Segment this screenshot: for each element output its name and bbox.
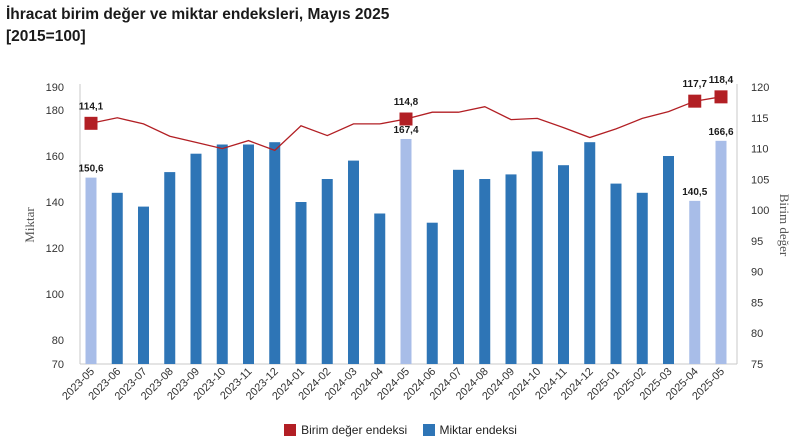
data-labels: 114,1 150,6 114,8 167,4 117,7 140,5 118,4 166,6 xyxy=(78,75,733,198)
left-tick-label: 80 xyxy=(52,335,64,347)
bar-2025-04[interactable] xyxy=(689,200,701,364)
data-label: 140,5 xyxy=(682,187,707,198)
bar-2025-01[interactable] xyxy=(610,183,622,364)
right-tick-label: 85 xyxy=(751,297,763,309)
bar-2024-02[interactable] xyxy=(321,179,333,364)
bar-2025-05[interactable] xyxy=(715,140,727,364)
bar-2024-06[interactable] xyxy=(426,222,438,364)
bar-2024-07[interactable] xyxy=(453,169,464,364)
legend-item-miktar[interactable]: Miktar endeksi xyxy=(422,422,517,437)
line-marker-2023-05[interactable] xyxy=(84,116,98,130)
data-label: 117,7 xyxy=(683,79,708,90)
bar-2024-01[interactable] xyxy=(295,202,307,364)
right-tick-label: 75 xyxy=(751,359,763,371)
left-tick-label: 120 xyxy=(46,243,64,255)
legend-item-birim-deger[interactable]: Birim değer endeksi xyxy=(284,423,407,437)
bar-2023-08[interactable] xyxy=(164,172,176,364)
bar-2023-11[interactable] xyxy=(243,144,254,365)
line-series xyxy=(84,90,728,152)
data-label: 167,4 xyxy=(393,125,418,136)
chart-axes: 70 80 100 120 140 160 180 190 75 80 85 90 95 100 105 11… xyxy=(22,82,792,371)
right-tick-label: 120 xyxy=(751,82,769,94)
data-label: 150,6 xyxy=(78,164,103,175)
bar-2023-09[interactable] xyxy=(190,153,202,364)
right-tick-label: 100 xyxy=(751,205,769,217)
right-tick-label: 115 xyxy=(751,113,769,125)
bar-2023-12[interactable] xyxy=(269,142,281,364)
chart-title-line2: [2015=100] xyxy=(6,28,86,45)
bar-2024-09[interactable] xyxy=(505,174,517,364)
legend-label-miktar: Miktar endeksi xyxy=(439,422,517,437)
x-tick-labels: 2023-052023-062023-072023-082023-092023-… xyxy=(60,366,727,403)
chart-title-line1: İhracat birim değer ve miktar endeksleri… xyxy=(6,6,390,23)
data-label: 114,1 xyxy=(79,101,104,112)
bar-2023-10[interactable] xyxy=(216,144,228,365)
bar-2024-12[interactable] xyxy=(584,142,596,364)
chart-legend: Birim değer endeksi Miktar endeksi xyxy=(0,422,801,440)
legend-label-birim-deger: Birim değer endeksi xyxy=(301,422,408,437)
right-tick-label: 105 xyxy=(751,174,769,186)
bar-2023-06[interactable] xyxy=(111,192,123,364)
bar-2025-03[interactable] xyxy=(663,156,674,364)
left-tick-label: 70 xyxy=(52,359,64,371)
bar-2025-02[interactable] xyxy=(636,192,648,364)
bar-2024-10[interactable] xyxy=(531,151,543,364)
bar-2024-11[interactable] xyxy=(558,165,569,364)
left-tick-label: 180 xyxy=(46,105,64,117)
right-tick-label: 110 xyxy=(751,144,769,156)
bar-2024-08[interactable] xyxy=(479,179,491,364)
bar-2023-05[interactable] xyxy=(85,177,97,364)
y-right-axis-title: Birim değer xyxy=(777,194,792,257)
right-tick-label: 95 xyxy=(751,236,763,248)
data-label: 166,6 xyxy=(708,127,733,138)
legend-swatch-miktar xyxy=(422,423,435,436)
line-marker-2024-05[interactable] xyxy=(399,112,413,126)
legend-swatch-birim-deger xyxy=(284,423,297,436)
line-marker-2025-04[interactable] xyxy=(688,94,702,108)
data-label: 114,8 xyxy=(394,97,419,108)
left-tick-label: 160 xyxy=(46,151,64,163)
bar-2023-07[interactable] xyxy=(138,206,149,364)
left-tick-label: 100 xyxy=(46,289,64,301)
line-marker-2025-05[interactable] xyxy=(714,90,728,104)
chart-title: İhracat birim değer ve miktar endeksleri… xyxy=(6,4,389,48)
bar-series xyxy=(85,138,727,365)
right-tick-label: 90 xyxy=(751,267,763,279)
right-tick-label: 80 xyxy=(751,328,763,340)
left-tick-label: 190 xyxy=(46,82,64,94)
bar-2024-03[interactable] xyxy=(348,160,359,364)
bar-2024-04[interactable] xyxy=(374,213,386,365)
left-tick-label: 140 xyxy=(46,197,64,209)
data-label: 118,4 xyxy=(709,75,734,86)
bar-2024-05[interactable] xyxy=(400,138,412,364)
y-left-axis-title: Miktar xyxy=(22,207,37,243)
